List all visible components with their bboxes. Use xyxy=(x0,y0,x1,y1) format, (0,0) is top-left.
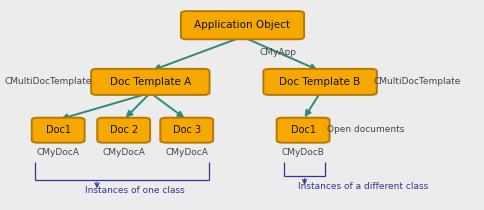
Text: Application Object: Application Object xyxy=(194,20,290,30)
FancyBboxPatch shape xyxy=(160,118,212,143)
Text: Doc Template A: Doc Template A xyxy=(109,77,191,87)
Text: Doc1: Doc1 xyxy=(290,125,315,135)
Text: CMyApp: CMyApp xyxy=(259,49,296,57)
Text: CMultiDocTemplate: CMultiDocTemplate xyxy=(5,77,92,86)
Text: CMyDocA: CMyDocA xyxy=(37,148,79,157)
FancyBboxPatch shape xyxy=(276,118,329,143)
FancyBboxPatch shape xyxy=(91,69,209,95)
Text: CMyDocA: CMyDocA xyxy=(102,148,145,157)
FancyBboxPatch shape xyxy=(263,69,376,95)
Text: Doc1: Doc1 xyxy=(45,125,71,135)
Text: Open documents: Open documents xyxy=(327,125,404,134)
Text: Doc Template B: Doc Template B xyxy=(279,77,360,87)
Text: Instances of one class: Instances of one class xyxy=(85,186,184,195)
Text: CMyDocA: CMyDocA xyxy=(165,148,208,157)
Text: CMultiDocTemplate: CMultiDocTemplate xyxy=(373,77,460,86)
FancyBboxPatch shape xyxy=(31,118,84,143)
Text: CMyDocB: CMyDocB xyxy=(281,148,324,157)
Text: Instances of a different class: Instances of a different class xyxy=(298,182,428,191)
FancyBboxPatch shape xyxy=(181,11,303,39)
Text: Doc 3: Doc 3 xyxy=(172,125,200,135)
FancyBboxPatch shape xyxy=(97,118,150,143)
Text: Doc 2: Doc 2 xyxy=(109,125,137,135)
